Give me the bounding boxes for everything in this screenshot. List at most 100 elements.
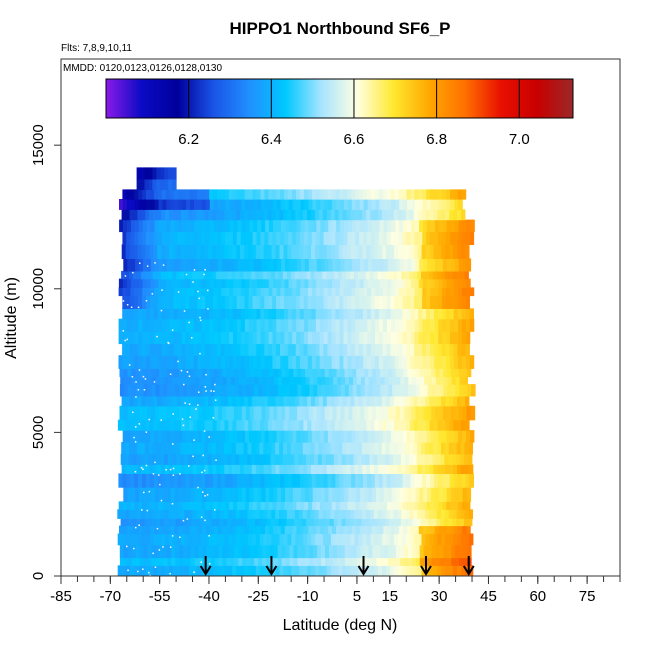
heatmap-cell (382, 473, 388, 488)
heatmap-cell (122, 189, 127, 200)
heatmap-cell (268, 278, 274, 288)
heatmap-cell (199, 453, 205, 465)
heatmap-cell (391, 525, 396, 535)
heatmap-cell (370, 396, 375, 407)
heatmap-cell (367, 231, 372, 245)
heatmap-cell (406, 419, 411, 431)
heatmap-cell (350, 533, 355, 546)
heatmap-cell (450, 487, 456, 502)
heatmap-cell (122, 430, 128, 443)
heatmap-cell (451, 376, 457, 385)
heatmap-cell (366, 295, 372, 309)
heatmap-cell (225, 199, 230, 210)
heatmap-cell (192, 270, 197, 280)
heatmap-cell (458, 501, 463, 510)
heatmap-cell (468, 509, 473, 519)
heatmap-cell (122, 473, 127, 488)
heatmap-cell (162, 219, 167, 233)
heatmap-cell (209, 231, 214, 245)
heatmap-cell (121, 209, 127, 221)
data-gap (134, 471, 137, 473)
heatmap-cell (253, 278, 258, 288)
heatmap-cell (263, 464, 269, 474)
heatmap-cell (261, 544, 267, 559)
heatmap-cell (169, 287, 175, 297)
heatmap-cell (431, 368, 436, 378)
heatmap-cell (134, 308, 139, 320)
heatmap-cell (447, 384, 452, 397)
heatmap-cell (343, 343, 348, 356)
heatmap-cell (410, 231, 415, 245)
heatmap-cell (194, 557, 200, 566)
heatmap-cell (130, 331, 135, 345)
heatmap-cell (251, 464, 257, 474)
heatmap-cell (229, 278, 234, 288)
heatmap-cell (350, 509, 355, 519)
heatmap-cell (334, 209, 340, 221)
heatmap-cell (354, 533, 359, 546)
heatmap-cell (246, 518, 252, 527)
heatmap-cell (383, 368, 389, 378)
heatmap-cell (452, 509, 458, 519)
heatmap-cell (287, 509, 292, 519)
heatmap-cell (201, 355, 206, 369)
heatmap-cell (444, 453, 449, 465)
heatmap-cell (458, 219, 463, 233)
heatmap-cell (403, 487, 408, 502)
heatmap-cell (343, 308, 348, 320)
data-gap (204, 519, 206, 522)
heatmap-cell (231, 442, 237, 455)
heatmap-cell (437, 464, 442, 474)
heatmap-cell (366, 565, 371, 576)
heatmap-cell (382, 355, 388, 369)
heatmap-cell (217, 287, 222, 297)
heatmap-cell (275, 442, 280, 455)
heatmap-cell (280, 219, 286, 233)
x-tick-label: -25 (247, 588, 269, 605)
heatmap-cell (326, 209, 332, 221)
heatmap-cell (395, 278, 400, 288)
heatmap-cell (247, 509, 253, 519)
heatmap-cell (164, 518, 169, 527)
heatmap-cell (293, 384, 298, 397)
heatmap-cell (264, 355, 269, 369)
heatmap-cell (260, 295, 265, 309)
data-gap (126, 338, 128, 341)
heatmap-cell (411, 405, 416, 421)
heatmap-cell (189, 430, 195, 443)
heatmap-cell (370, 565, 375, 576)
heatmap-cell (256, 473, 261, 488)
heatmap-cell (434, 219, 440, 233)
heatmap-cell (209, 287, 214, 297)
heatmap-cell (295, 473, 301, 488)
heatmap-cell (437, 343, 443, 356)
heatmap-cell (324, 525, 329, 535)
heatmap-cell (305, 557, 310, 566)
heatmap-cell (280, 295, 285, 309)
heatmap-cell (137, 396, 142, 407)
heatmap-cell (142, 287, 147, 297)
heatmap-cell (458, 258, 464, 272)
heatmap-cell (294, 270, 300, 280)
heatmap-cell (304, 219, 309, 233)
heatmap-cell (326, 270, 331, 280)
heatmap-cell (224, 533, 229, 546)
heatmap-cell (430, 473, 435, 488)
heatmap-cell (410, 308, 415, 320)
heatmap-cell (290, 270, 296, 280)
data-gap (117, 433, 119, 435)
heatmap-cell (267, 209, 273, 221)
heatmap-cell (244, 419, 249, 431)
heatmap-cell (338, 419, 344, 431)
heatmap-cell (311, 209, 316, 221)
heatmap-cell (185, 331, 191, 345)
heatmap-cell (134, 501, 139, 510)
heatmap-cell (355, 501, 360, 510)
heatmap-cell (180, 270, 185, 280)
heatmap-cell (279, 396, 284, 407)
data-gap (143, 389, 146, 391)
heatmap-cell (265, 384, 271, 397)
heatmap-cell (188, 270, 193, 280)
heatmap-cell (393, 565, 399, 576)
heatmap-cell (363, 231, 368, 245)
